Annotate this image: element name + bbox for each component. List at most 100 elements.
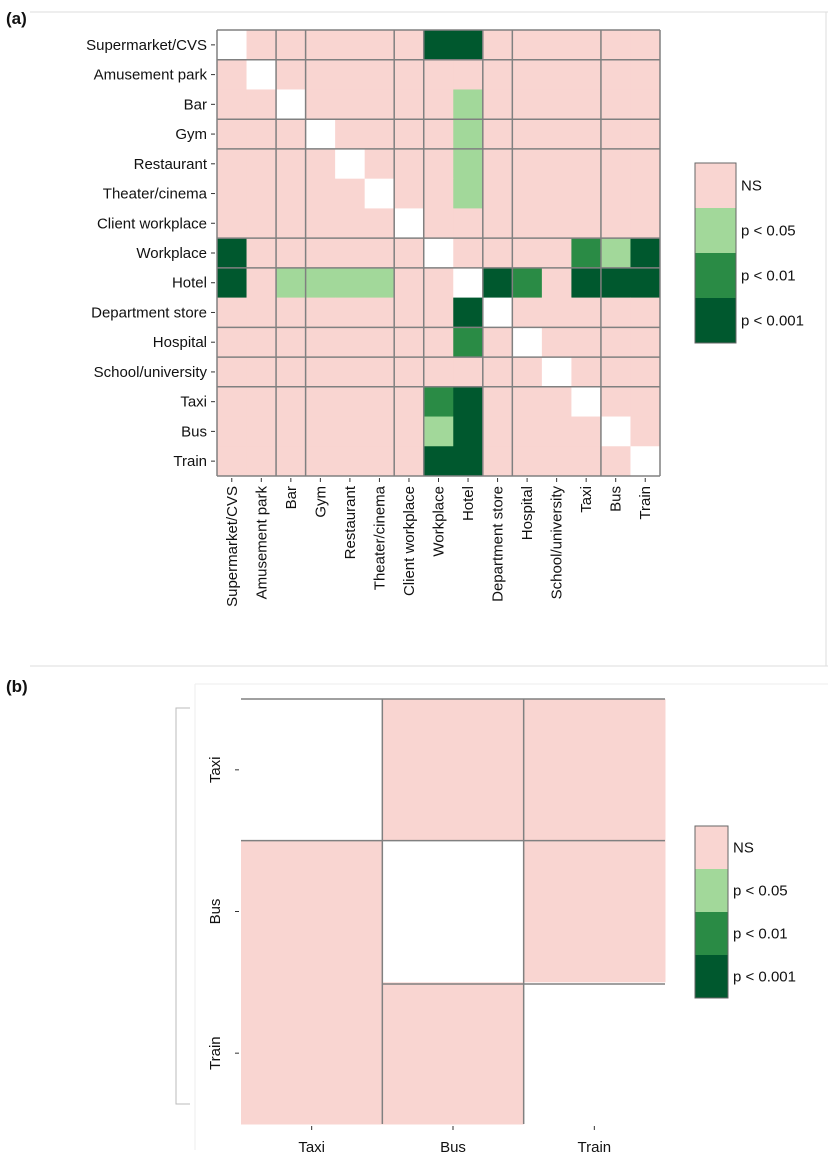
heatmap-cell-amusement-park-bar	[276, 59, 307, 90]
heatmap-cell-client-workplace-client-workplace	[394, 208, 425, 239]
heatmap-cell-hotel-train	[630, 267, 661, 299]
heatmap-cell-workplace-hotel	[453, 238, 484, 269]
col-label-gym: Gym	[312, 486, 329, 518]
heatmap-cell-client-workplace-school-university	[541, 208, 572, 239]
col-label-workplace: Workplace	[431, 486, 448, 557]
legend-swatch-ns	[695, 826, 728, 869]
heatmap-cell-supermarket-cvs-department-store	[482, 30, 513, 61]
heatmap-cell-department-store-bus	[600, 297, 631, 328]
heatmap-cell-train-taxi	[241, 982, 383, 1125]
heatmap-cell-restaurant-supermarket-cvs	[217, 148, 248, 180]
heatmap-cell-school-university-supermarket-cvs	[217, 357, 248, 388]
heatmap-cell-school-university-restaurant	[335, 357, 366, 388]
heatmap-cell-theater-cinema-department-store	[482, 178, 513, 209]
heatmap-cell-restaurant-bus	[600, 148, 631, 180]
heatmap-cell-client-workplace-taxi	[571, 208, 602, 239]
heatmap-cell-supermarket-cvs-restaurant	[335, 30, 366, 61]
legend-swatch-p-0-01	[695, 253, 736, 298]
heatmap-cell-bar-train	[630, 89, 661, 120]
heatmap-cell-amusement-park-bus	[600, 59, 631, 90]
heatmap-cell-train-hospital	[512, 446, 543, 477]
heatmap-cell-school-university-client-workplace	[394, 357, 425, 388]
heatmap-cell-supermarket-cvs-bar	[276, 30, 307, 61]
heatmap-cell-department-store-department-store	[482, 297, 513, 328]
heatmap-cell-restaurant-train	[630, 148, 661, 180]
heatmap-cell-workplace-hospital	[512, 238, 543, 269]
legend-label-p-0-05: p < 0.05	[741, 223, 796, 240]
heatmap-cell-bar-amusement-park	[246, 89, 277, 120]
heatmap-cell-gym-theater-cinema	[364, 119, 395, 150]
col-label-school-university: School/university	[549, 486, 566, 600]
heatmap-cell-bus-bus	[600, 416, 631, 447]
heatmap-cell-bar-bus	[600, 89, 631, 120]
heatmap-cell-amusement-park-amusement-park	[246, 59, 277, 90]
heatmap-cell-bus-taxi	[241, 840, 383, 983]
heatmap-cell-workplace-bus	[600, 238, 631, 269]
heatmap-cell-client-workplace-hotel	[453, 208, 484, 239]
row-label-restaurant: Restaurant	[134, 156, 208, 173]
heatmap-cell-gym-gym	[305, 119, 336, 150]
heatmap-cell-hotel-restaurant	[335, 267, 366, 299]
heatmap-cell-supermarket-cvs-supermarket-cvs	[217, 30, 248, 61]
heatmap-cell-school-university-bus	[600, 357, 631, 388]
heatmap-cell-hotel-school-university	[541, 267, 572, 299]
row-label-client-workplace: Client workplace	[97, 215, 207, 232]
heatmap-cell-taxi-taxi	[571, 386, 602, 418]
row-label-department-store: Department store	[91, 304, 207, 321]
heatmap-cell-restaurant-department-store	[482, 148, 513, 180]
heatmap-cell-school-university-gym	[305, 357, 336, 388]
heatmap-cell-train-train	[523, 982, 666, 1125]
heatmap-cell-workplace-workplace	[423, 238, 454, 269]
row-label-theater-cinema: Theater/cinema	[103, 186, 208, 203]
heatmap-cell-amusement-park-gym	[305, 59, 336, 90]
heatmap-cell-workplace-train	[630, 238, 661, 269]
row-label-gym: Gym	[175, 126, 207, 143]
heatmap-cell-theater-cinema-client-workplace	[394, 178, 425, 209]
legend-label-p-0-05: p < 0.05	[733, 883, 788, 900]
heatmap-cell-workplace-supermarket-cvs	[217, 238, 248, 269]
heatmap-cell-amusement-park-workplace	[423, 59, 454, 90]
heatmap-cell-client-workplace-bus	[600, 208, 631, 239]
heatmap-cell-department-store-bar	[276, 297, 307, 328]
heatmap-cell-supermarket-cvs-client-workplace	[394, 30, 425, 61]
heatmap-cell-department-store-gym	[305, 297, 336, 328]
heatmap-cell-hospital-taxi	[571, 327, 602, 358]
heatmap-cell-taxi-restaurant	[335, 386, 366, 418]
heatmap-cell-bus-school-university	[541, 416, 572, 447]
heatmap-cell-hotel-department-store	[482, 267, 513, 299]
legend-swatch-p-0-001	[695, 298, 736, 343]
heatmap-a: Supermarket/CVS Amusement park Bar Gym Resta…	[86, 29, 661, 607]
row-label-supermarket-cvs: Supermarket/CVS	[86, 37, 207, 54]
heatmap-cell-restaurant-bar	[276, 148, 307, 180]
heatmap-cell-hotel-hotel	[453, 267, 484, 299]
heatmap-cell-hotel-gym	[305, 267, 336, 299]
heatmap-cell-client-workplace-train	[630, 208, 661, 239]
heatmap-cell-gym-department-store	[482, 119, 513, 150]
heatmap-cell-restaurant-hospital	[512, 148, 543, 180]
heatmap-cell-theater-cinema-gym	[305, 178, 336, 209]
heatmap-cell-restaurant-taxi	[571, 148, 602, 180]
heatmap-cell-bus-restaurant	[335, 416, 366, 447]
heatmap-cell-department-store-school-university	[541, 297, 572, 328]
heatmap-cell-bar-department-store	[482, 89, 513, 120]
heatmap-cell-bus-hotel	[453, 416, 484, 447]
heatmap-cell-school-university-amusement-park	[246, 357, 277, 388]
heatmap-cell-gym-school-university	[541, 119, 572, 150]
heatmap-cell-workplace-gym	[305, 238, 336, 269]
heatmap-cell-client-workplace-amusement-park	[246, 208, 277, 239]
col-label-bar: Bar	[283, 486, 300, 509]
col-label-bus: Bus	[440, 1139, 466, 1156]
col-label-restaurant: Restaurant	[342, 485, 359, 559]
heatmap-cell-theater-cinema-workplace	[423, 178, 454, 209]
heatmap-cell-taxi-taxi	[241, 699, 383, 842]
heatmap-cell-hotel-bus	[600, 267, 631, 299]
heatmap-cell-workplace-taxi	[571, 238, 602, 269]
legend-label-ns: NS	[741, 178, 762, 195]
heatmap-cell-bar-school-university	[541, 89, 572, 120]
heatmap-cell-gym-hotel	[453, 119, 484, 150]
heatmap-cell-gym-bus	[600, 119, 631, 150]
heatmap-cell-bar-client-workplace	[394, 89, 425, 120]
heatmap-cell-bar-workplace	[423, 89, 454, 120]
heatmap-cell-client-workplace-supermarket-cvs	[217, 208, 248, 239]
legend-label-p-0-01: p < 0.01	[733, 926, 788, 943]
